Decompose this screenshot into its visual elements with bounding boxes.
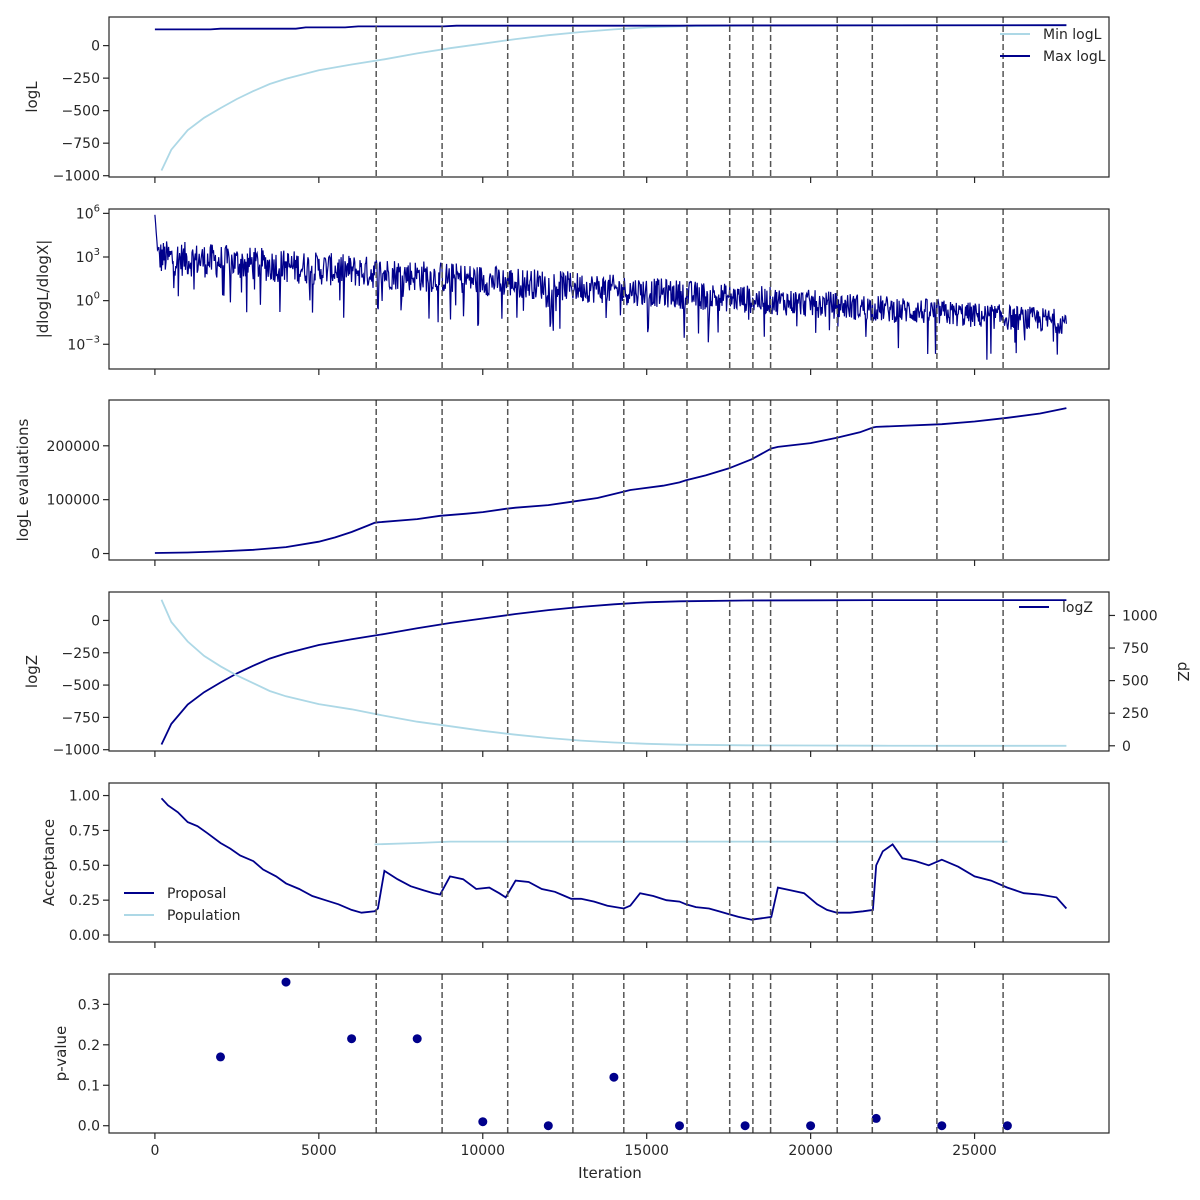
legend: Min logL Max logL [1000,27,1106,65]
series-line [154,214,1067,360]
y-tick-label: −750 [62,136,100,152]
y-tick-label: −250 [62,71,100,87]
y-tick-label: 0 [91,613,100,629]
panel-1: 0 −250 −500 −750 −1000 logL Min logL Max logL [23,16,1110,185]
x-tick-label: 0 [150,1143,159,1159]
y-tick-label: 106 [76,203,100,222]
y-axis-label: Acceptance [40,819,58,906]
y-tick-label: −1000 [53,169,100,185]
data-point [675,1121,684,1131]
axes-frame [108,591,1110,752]
legend-label: Proposal [167,886,226,902]
data-point [609,1072,619,1082]
y-tick-label: 200000 [47,439,100,455]
data-point [543,1121,553,1131]
y2-tick-label: 750 [1122,641,1149,657]
y2-tick-label: 0 [1122,739,1131,755]
y-tick-label: 10−3 [67,334,100,353]
data-point [1002,1121,1012,1131]
y-tick-label: 100000 [47,493,100,509]
axes-frame [108,973,1110,1134]
y-tick-label: 0.0 [78,1119,100,1135]
y-tick-label: 0.00 [69,928,100,944]
axes-frame [108,16,1110,178]
y-tick-label: −500 [62,678,100,694]
series-line [160,797,1068,921]
y-tick-label: 0.50 [69,858,100,874]
y2-axis-label: dZ [1174,662,1192,682]
x-tick-label: 5000 [301,1143,337,1159]
data-point [347,1034,357,1044]
y-axis-label: |dlogL/dlogX| [34,240,52,339]
data-point [478,1117,488,1127]
panel-2: 106 103 100 10−3 |dlogL/dlogX| [34,203,1110,375]
legend-label: Population [167,908,241,924]
legend-label: logZ [1062,600,1093,616]
y-tick-label: −250 [62,646,100,662]
legend-label: Max logL [1043,49,1106,65]
x-tick-label: 15000 [624,1143,669,1159]
y-tick-label: 0 [91,39,100,55]
y-tick-label: 0.1 [78,1078,100,1094]
plot-area [154,17,1067,177]
y-tick-label: 0.3 [78,997,100,1013]
data-point [216,1052,225,1062]
legend: logZ [1019,600,1093,616]
panel-4: 0 −250 −500 −750 −1000 0 250 500 750 1000 logZ dZ lo… [23,591,1192,759]
legend-label: Min logL [1043,27,1102,43]
y-tick-label: 0.25 [69,893,100,909]
series-line [154,407,1067,554]
data-point [806,1121,816,1131]
y2-tick-label: 500 [1122,674,1149,690]
y-axis-label: logL evaluations [14,418,32,541]
y-tick-label: 0.75 [69,823,100,839]
x-tick-label: 25000 [952,1143,997,1159]
y-tick-label: −750 [62,710,100,726]
plot-area [154,400,1067,560]
y-tick-label: 0 [91,547,100,563]
series-line [160,599,1067,747]
data-point [740,1121,750,1131]
y-tick-label: 103 [76,247,100,266]
data-point [937,1121,947,1131]
plot-area [160,783,1068,942]
data-point [281,977,291,987]
y2-tick-label: 250 [1122,706,1149,722]
plot-area [160,592,1067,751]
x-tick-label: 20000 [788,1143,833,1159]
panel-5: 0.00 0.25 0.50 0.75 1.00 Acceptance Proposal Po… [40,782,1110,948]
y-axis-label: logL [23,81,41,113]
series-line [160,24,1067,171]
x-tick-label: 10000 [460,1143,505,1159]
series-line [374,840,1008,846]
y-tick-label: 100 [76,291,100,310]
y-axis-label: p-value [52,1026,70,1082]
y2-tick-label: 1000 [1122,608,1158,624]
axes-frame [108,782,1110,943]
plot-area [154,209,1067,369]
data-point [871,1113,881,1123]
y-tick-label: 1.00 [69,789,100,805]
y-axis-label: logZ [23,655,41,688]
series-line [160,599,1067,745]
plot-area [216,974,1012,1133]
axes-frame [108,208,1110,370]
y-tick-label: −1000 [53,743,100,759]
panel-6: 0.0 0.1 0.2 0.3 0 5000 10000 15000 20000 25000 Ite… [52,973,1110,1182]
series-line [154,24,1067,31]
legend: Proposal Population [124,886,241,924]
x-axis-label: Iteration [578,1164,642,1182]
panel-3: 0 100000 200000 logL evaluations [14,399,1110,566]
y-tick-label: −500 [62,104,100,120]
axes-frame [108,399,1110,561]
y-tick-label: 0.2 [78,1038,100,1054]
data-point [412,1034,422,1044]
